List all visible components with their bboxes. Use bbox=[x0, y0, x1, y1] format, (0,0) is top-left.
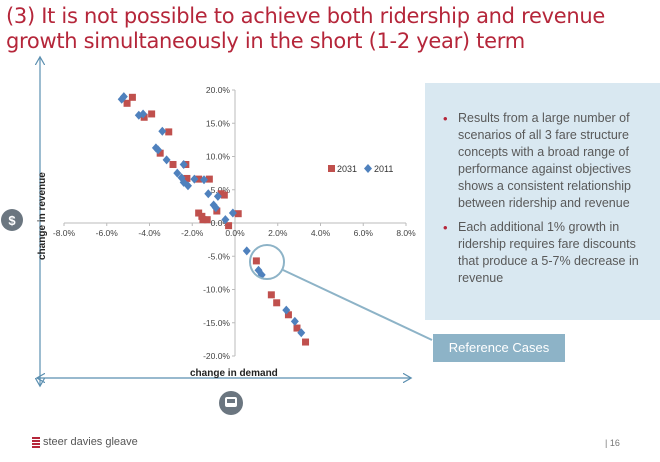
y-tick-label: 0.0% bbox=[211, 218, 231, 228]
point-2031 bbox=[267, 291, 275, 299]
point-2031 bbox=[148, 110, 156, 118]
point-2011 bbox=[190, 174, 199, 184]
point-2011 bbox=[183, 181, 192, 191]
x-tick-label: 4.0% bbox=[311, 228, 331, 238]
x-tick-label: 2.0% bbox=[268, 228, 288, 238]
x-tick-label: -6.0% bbox=[96, 228, 119, 238]
company-logo: steer davies gleave bbox=[32, 436, 138, 448]
point-2031 bbox=[123, 99, 131, 107]
x-tick-label: -2.0% bbox=[181, 228, 204, 238]
point-2011 bbox=[154, 145, 163, 155]
point-2011 bbox=[200, 175, 209, 185]
page-number: | 16 bbox=[605, 438, 620, 448]
logo-mark-icon bbox=[32, 436, 40, 448]
slide-title: (3) It is not possible to achieve both r… bbox=[6, 4, 605, 53]
x-tick-label: -8.0% bbox=[53, 228, 76, 238]
point-2011 bbox=[158, 126, 167, 136]
point-2011 bbox=[282, 305, 291, 315]
x-axis-label: change in demand bbox=[190, 368, 278, 379]
point-2031 bbox=[213, 207, 221, 215]
dollar-icon: $ bbox=[1, 209, 23, 231]
point-2011 bbox=[228, 208, 237, 218]
point-2011 bbox=[173, 168, 182, 178]
legend-label-2031: 2031 bbox=[337, 164, 357, 174]
point-2031 bbox=[195, 175, 203, 183]
y-tick-label: 15.0% bbox=[206, 118, 231, 128]
point-2031 bbox=[302, 338, 310, 346]
reference-circle bbox=[249, 244, 285, 280]
bullet-item: • Each additional 1% growth in ridership … bbox=[443, 220, 639, 285]
x-tick-label: 6.0% bbox=[354, 228, 374, 238]
bullet-item: • Results from a large number of scenario… bbox=[443, 111, 632, 210]
y-tick-label: -20.0% bbox=[203, 351, 230, 361]
point-2031 bbox=[293, 324, 301, 332]
x-tick-label: -4.0% bbox=[138, 228, 161, 238]
y-tick-label: 5.0% bbox=[211, 185, 231, 195]
point-2031 bbox=[140, 113, 148, 121]
legend-marker-2031 bbox=[328, 165, 335, 172]
y-tick-label: -15.0% bbox=[203, 318, 230, 328]
point-2011 bbox=[139, 109, 148, 119]
point-2011 bbox=[119, 92, 128, 102]
y-tick-label: -5.0% bbox=[208, 251, 231, 261]
point-2031 bbox=[183, 174, 191, 182]
y-tick-label: 20.0% bbox=[206, 85, 231, 95]
point-2031 bbox=[156, 149, 164, 157]
callout-line bbox=[282, 269, 433, 341]
legend: 2031 2011 bbox=[328, 164, 393, 174]
point-2011 bbox=[162, 155, 171, 165]
legend-marker-2011 bbox=[364, 164, 372, 173]
point-2011 bbox=[221, 215, 230, 225]
point-2011 bbox=[211, 203, 220, 213]
point-2011 bbox=[204, 189, 213, 199]
reference-cases-label: Reference Cases bbox=[433, 334, 565, 362]
logo-text: steer davies gleave bbox=[43, 436, 138, 448]
bullet-text: Each additional 1% growth in ridership r… bbox=[458, 220, 639, 285]
point-2031 bbox=[284, 311, 292, 319]
point-2031 bbox=[165, 128, 173, 136]
point-2031 bbox=[273, 299, 281, 307]
y-axis-label: change in revenue bbox=[37, 172, 48, 260]
bullet-text: Results from a large number of scenarios… bbox=[458, 111, 632, 210]
point-2011 bbox=[290, 316, 299, 326]
point-2031 bbox=[128, 93, 136, 101]
y-tick-label: 10.0% bbox=[206, 152, 231, 162]
legend-label-2011: 2011 bbox=[374, 164, 393, 174]
x-tick-label: 0.0% bbox=[225, 228, 245, 238]
point-2011 bbox=[297, 328, 306, 338]
point-2031 bbox=[234, 210, 242, 218]
findings-panel: • Results from a large number of scenario… bbox=[425, 83, 660, 320]
point-2011 bbox=[242, 246, 251, 256]
bus-icon bbox=[219, 391, 243, 415]
point-2031 bbox=[220, 191, 228, 199]
point-2031 bbox=[225, 222, 233, 230]
y-tick-label: -10.0% bbox=[203, 285, 230, 295]
point-2031 bbox=[199, 216, 207, 224]
svg-text:$: $ bbox=[8, 213, 16, 228]
point-2031 bbox=[169, 160, 177, 168]
point-2031 bbox=[205, 175, 213, 183]
x-tick-label: 8.0% bbox=[396, 228, 416, 238]
point-2011 bbox=[179, 159, 188, 169]
point-2011 bbox=[213, 191, 222, 201]
point-2031 bbox=[203, 216, 211, 224]
point-2031 bbox=[252, 257, 260, 265]
